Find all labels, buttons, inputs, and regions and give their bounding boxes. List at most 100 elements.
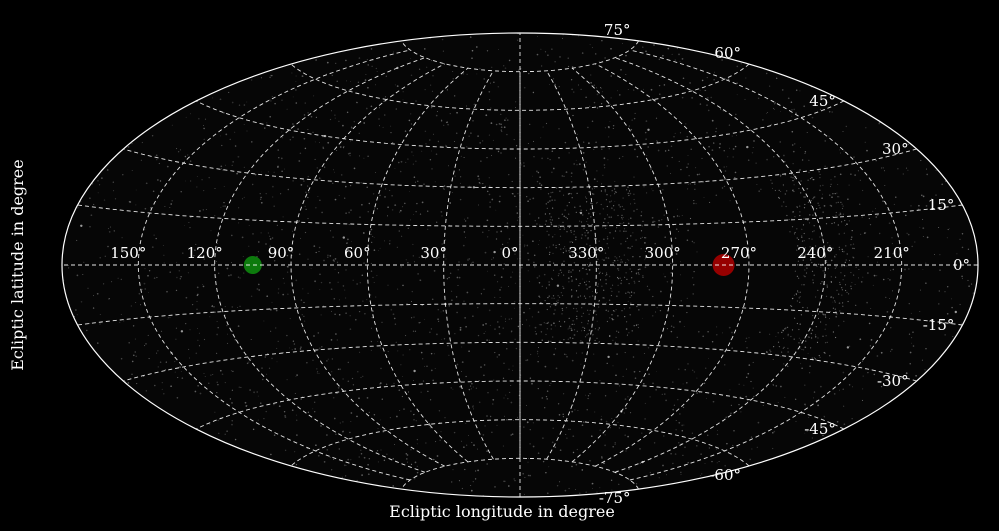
star-dot <box>824 342 827 344</box>
star-dot <box>369 294 372 296</box>
y-tick-label: -45° <box>804 420 836 438</box>
star-dot <box>679 261 681 263</box>
star-dot <box>488 309 491 312</box>
star-dot <box>850 288 852 290</box>
star-dot <box>569 192 571 195</box>
star-dot <box>797 290 799 292</box>
star-dot <box>890 327 892 329</box>
star-dot <box>550 324 553 326</box>
star-dot <box>316 368 318 370</box>
star-dot <box>884 151 886 154</box>
star-dot <box>402 477 404 479</box>
star-dot <box>815 245 817 247</box>
star-dot <box>337 386 340 389</box>
star-dot <box>836 289 838 291</box>
star-dot <box>544 223 547 225</box>
star-dot <box>156 276 158 279</box>
star-dot <box>332 458 335 460</box>
star-dot <box>866 301 868 304</box>
star-dot <box>673 326 675 328</box>
star-dot <box>699 392 700 394</box>
star-dot <box>532 140 535 142</box>
star-dot <box>581 330 583 332</box>
star-dot <box>175 338 177 340</box>
star-dot <box>294 348 297 350</box>
star-dot <box>600 418 603 421</box>
star-dot <box>816 254 818 257</box>
star-dot <box>204 118 207 120</box>
star-dot <box>367 463 369 466</box>
star-dot <box>208 176 210 179</box>
star-dot <box>553 322 555 325</box>
star-dot <box>384 196 386 198</box>
star-dot <box>202 285 205 288</box>
star-dot <box>108 298 110 300</box>
star-dot <box>314 280 316 283</box>
star-dot <box>619 277 621 279</box>
star-dot <box>852 243 855 245</box>
star-dot <box>303 315 305 318</box>
star-dot <box>745 376 748 379</box>
star-dot <box>598 306 600 308</box>
star-dot <box>873 373 876 376</box>
star-dot <box>163 254 165 256</box>
star-dot <box>582 421 585 423</box>
star-dot <box>618 427 621 429</box>
star-dot <box>841 250 844 252</box>
star-dot <box>620 282 622 285</box>
star-dot <box>113 190 115 192</box>
star-dot <box>317 370 319 372</box>
star-dot <box>237 325 240 327</box>
star-dot <box>470 485 472 486</box>
star-dot <box>822 270 824 272</box>
star-dot <box>456 112 458 114</box>
star-dot <box>664 393 666 395</box>
star-dot <box>553 269 555 271</box>
star-dot <box>747 372 750 375</box>
star-dot <box>550 340 552 342</box>
star-dot <box>774 108 775 110</box>
star-dot <box>715 130 717 133</box>
star-dot <box>808 251 811 254</box>
star-dot <box>282 137 284 139</box>
star-dot <box>642 88 644 90</box>
star-dot <box>89 197 91 200</box>
star-dot <box>823 205 826 207</box>
star-dot <box>612 262 614 264</box>
star-dot <box>619 206 621 208</box>
star-dot <box>635 272 638 274</box>
star-dot <box>798 277 800 279</box>
star-dot <box>760 188 762 190</box>
star-dot <box>537 452 540 454</box>
star-dot <box>399 170 402 173</box>
star-dot <box>751 152 754 154</box>
star-dot <box>870 369 873 371</box>
star-dot <box>617 278 620 280</box>
star-dot <box>361 474 363 476</box>
star-dot <box>232 161 234 163</box>
star-dot <box>819 207 821 209</box>
star-dot <box>489 99 491 101</box>
star-dot <box>548 295 550 297</box>
star-dot <box>549 251 551 253</box>
star-dot <box>514 282 516 284</box>
star-dot <box>549 261 551 263</box>
star-dot <box>282 277 284 279</box>
star-dot <box>713 142 715 144</box>
star-dot <box>429 399 432 401</box>
star-dot <box>312 408 314 410</box>
star-dot <box>153 277 156 279</box>
star-dot <box>343 145 345 148</box>
star-dot <box>825 316 827 318</box>
star-dot <box>477 334 480 337</box>
star-dot <box>499 289 501 291</box>
star-dot <box>642 275 644 277</box>
star-dot <box>612 124 615 127</box>
star-dot <box>800 339 802 341</box>
star-dot <box>573 91 575 93</box>
star-dot <box>852 247 854 249</box>
y-tick-label: 45° <box>809 92 836 110</box>
star-dot <box>609 201 611 203</box>
star-dot <box>794 178 796 180</box>
star-dot <box>804 151 807 153</box>
